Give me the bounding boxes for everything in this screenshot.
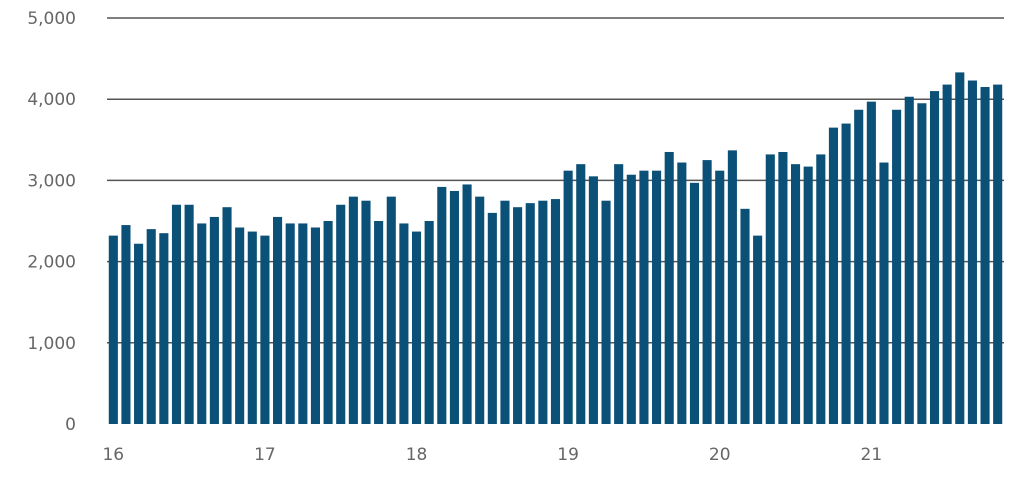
bars: [108, 72, 1003, 425]
bar: [614, 164, 624, 424]
bar: [146, 229, 156, 424]
bar: [879, 162, 889, 425]
bar: [260, 235, 270, 424]
bar: [184, 204, 194, 424]
bar: [967, 80, 977, 425]
bar: [247, 231, 257, 424]
bar: [841, 123, 851, 424]
bar: [449, 190, 459, 424]
bar: [929, 91, 940, 424]
bar: [424, 221, 434, 424]
x-tick-label: 19: [557, 445, 579, 465]
y-tick-label: 4,000: [27, 90, 76, 110]
bar: [500, 200, 510, 424]
bar: [727, 150, 737, 425]
x-axis-ticks: 16 17 18 19 20 21: [102, 445, 882, 465]
bar: [134, 243, 144, 424]
bar: [892, 109, 902, 424]
bar: [361, 200, 371, 424]
bar: [854, 109, 864, 424]
bar: [689, 182, 700, 424]
bar: [525, 203, 535, 424]
bar: [778, 151, 788, 425]
y-tick-label: 2,000: [27, 253, 76, 273]
y-tick-label: 1,000: [27, 334, 76, 354]
bar: [664, 151, 674, 425]
x-tick-label: 21: [861, 445, 883, 465]
bar: [828, 127, 838, 425]
bar: [904, 96, 914, 424]
bar: [601, 200, 611, 424]
bar: [197, 223, 207, 424]
bar: [108, 235, 118, 424]
bar: [323, 221, 333, 424]
y-tick-label: 0: [65, 415, 76, 435]
bar: [639, 170, 649, 424]
bar: [803, 166, 813, 424]
bar: [235, 227, 245, 424]
y-tick-label: 5,000: [27, 9, 76, 29]
bar: [159, 233, 169, 424]
bar: [374, 221, 384, 424]
bar: [399, 223, 409, 424]
bar: [980, 87, 990, 425]
bar: [171, 204, 182, 424]
bar: [942, 84, 952, 424]
bar: [348, 196, 358, 424]
x-tick-label: 18: [406, 445, 428, 465]
bar: [386, 196, 396, 424]
bar: [222, 207, 232, 424]
bar: [550, 199, 561, 424]
bar: [765, 154, 775, 425]
bar: [652, 170, 662, 424]
bar: [285, 223, 295, 424]
bar: [790, 164, 801, 424]
bar: [576, 164, 586, 424]
bar: [677, 162, 687, 425]
bar: [209, 216, 219, 424]
x-tick-label: 17: [254, 445, 276, 465]
bar: [336, 204, 346, 424]
bar: [626, 174, 636, 424]
bar: [753, 235, 763, 424]
bar: [588, 176, 598, 424]
bar: [487, 212, 497, 424]
bar: [437, 186, 447, 424]
bar: [310, 227, 321, 424]
y-tick-label: 3,000: [27, 171, 76, 191]
y-axis-ticks: 0 1,000 2,000 3,000 4,000 5,000: [27, 9, 76, 435]
bar: [563, 170, 573, 424]
x-tick-label: 20: [709, 445, 731, 465]
bar: [475, 196, 485, 424]
bar: [715, 170, 725, 424]
bar: [955, 72, 965, 425]
bar: [462, 184, 472, 424]
bar: [816, 154, 826, 425]
bar: [298, 223, 308, 424]
bar: [513, 207, 523, 424]
bar: [702, 160, 712, 424]
bar: [538, 200, 548, 424]
bar: [411, 231, 422, 424]
bar: [121, 225, 131, 424]
bar: [273, 216, 283, 424]
bar: [917, 103, 927, 424]
bar: [866, 101, 876, 424]
x-tick-label: 16: [102, 445, 124, 465]
bar: [740, 208, 750, 424]
bar: [993, 84, 1003, 424]
